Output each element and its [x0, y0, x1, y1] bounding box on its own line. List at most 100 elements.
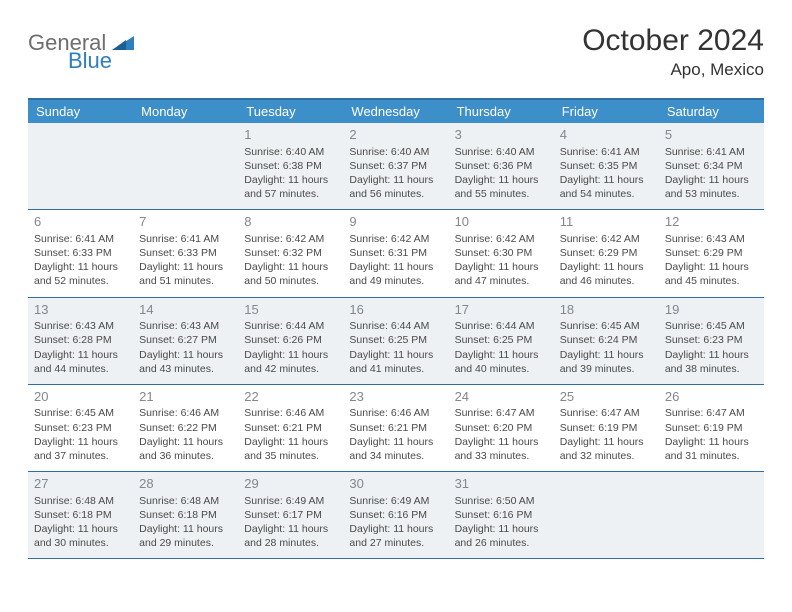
- sunset-text: Sunset: 6:31 PM: [349, 246, 442, 260]
- day-number: 13: [34, 302, 127, 318]
- sunrise-text: Sunrise: 6:50 AM: [455, 494, 548, 508]
- sunrise-text: Sunrise: 6:41 AM: [139, 232, 232, 246]
- sunrise-text: Sunrise: 6:42 AM: [455, 232, 548, 246]
- sunrise-text: Sunrise: 6:43 AM: [34, 319, 127, 333]
- sunrise-text: Sunrise: 6:43 AM: [139, 319, 232, 333]
- calendar-cell: 14Sunrise: 6:43 AMSunset: 6:27 PMDayligh…: [133, 298, 238, 384]
- calendar-cell: 6Sunrise: 6:41 AMSunset: 6:33 PMDaylight…: [28, 210, 133, 296]
- sunset-text: Sunset: 6:17 PM: [244, 508, 337, 522]
- sunrise-text: Sunrise: 6:46 AM: [244, 406, 337, 420]
- sunset-text: Sunset: 6:34 PM: [665, 159, 758, 173]
- calendar-cell: 27 Sunrise: 6:48 AMSunset: 6:18 PMDayligh…: [28, 472, 133, 558]
- daylight-text: Daylight: 11 hours and 35 minutes.: [244, 435, 337, 463]
- day-number: 5: [665, 127, 758, 143]
- calendar-cell: 11Sunrise: 6:42 AMSunset: 6:29 PMDayligh…: [554, 210, 659, 296]
- day-number: 22: [244, 389, 337, 405]
- day-number: 1: [244, 127, 337, 143]
- sunrise-text: Sunrise: 6:46 AM: [139, 406, 232, 420]
- day-number: 15: [244, 302, 337, 318]
- day-number: 25: [560, 389, 653, 405]
- day-number: 30: [349, 476, 442, 492]
- day-header-sat: Saturday: [659, 100, 764, 123]
- calendar-cell: 15Sunrise: 6:44 AMSunset: 6:26 PMDayligh…: [238, 298, 343, 384]
- sunset-text: Sunset: 6:16 PM: [349, 508, 442, 522]
- calendar-cell: 18Sunrise: 6:45 AMSunset: 6:24 PMDayligh…: [554, 298, 659, 384]
- week-row: 1Sunrise: 6:40 AMSunset: 6:38 PMDaylight…: [28, 123, 764, 210]
- day-number: 28: [139, 476, 232, 492]
- daylight-text: Daylight: 11 hours and 37 minutes.: [34, 435, 127, 463]
- sunrise-text: Sunrise: 6:45 AM: [560, 319, 653, 333]
- daylight-text: Daylight: 11 hours and 30 minutes.: [34, 522, 127, 550]
- day-number: 10: [455, 214, 548, 230]
- daylight-text: Daylight: 11 hours and 50 minutes.: [244, 260, 337, 288]
- calendar-cell: 4Sunrise: 6:41 AMSunset: 6:35 PMDaylight…: [554, 123, 659, 209]
- day-number: 18: [560, 302, 653, 318]
- day-number: 12: [665, 214, 758, 230]
- sunset-text: Sunset: 6:29 PM: [665, 246, 758, 260]
- calendar-cell: [659, 472, 764, 558]
- day-number: 7: [139, 214, 232, 230]
- daylight-text: Daylight: 11 hours and 44 minutes.: [34, 348, 127, 376]
- sunrise-text: Sunrise: 6:44 AM: [455, 319, 548, 333]
- sunrise-text: Sunrise: 6:44 AM: [349, 319, 442, 333]
- daylight-text: Daylight: 11 hours and 57 minutes.: [244, 173, 337, 201]
- calendar-cell: 20Sunrise: 6:45 AMSunset: 6:23 PMDayligh…: [28, 385, 133, 471]
- calendar-cell: [28, 123, 133, 209]
- calendar-cell: 12Sunrise: 6:43 AMSunset: 6:29 PMDayligh…: [659, 210, 764, 296]
- day-header-fri: Friday: [554, 100, 659, 123]
- title-block: October 2024 Apo, Mexico: [582, 24, 764, 80]
- day-number: 21: [139, 389, 232, 405]
- sunrise-text: Sunrise: 6:48 AM: [34, 494, 127, 508]
- day-header-row: Sunday Monday Tuesday Wednesday Thursday…: [28, 100, 764, 123]
- sunrise-text: Sunrise: 6:42 AM: [349, 232, 442, 246]
- sunrise-text: Sunrise: 6:40 AM: [349, 145, 442, 159]
- day-number: 4: [560, 127, 653, 143]
- sunset-text: Sunset: 6:28 PM: [34, 333, 127, 347]
- calendar-cell: 21Sunrise: 6:46 AMSunset: 6:22 PMDayligh…: [133, 385, 238, 471]
- day-number: 11: [560, 214, 653, 230]
- calendar-cell: 13Sunrise: 6:43 AMSunset: 6:28 PMDayligh…: [28, 298, 133, 384]
- weeks-container: 1Sunrise: 6:40 AMSunset: 6:38 PMDaylight…: [28, 123, 764, 559]
- daylight-text: Daylight: 11 hours and 56 minutes.: [349, 173, 442, 201]
- sunset-text: Sunset: 6:25 PM: [349, 333, 442, 347]
- calendar-cell: 17Sunrise: 6:44 AMSunset: 6:25 PMDayligh…: [449, 298, 554, 384]
- calendar-cell: 22Sunrise: 6:46 AMSunset: 6:21 PMDayligh…: [238, 385, 343, 471]
- day-number: 14: [139, 302, 232, 318]
- daylight-text: Daylight: 11 hours and 28 minutes.: [244, 522, 337, 550]
- day-number: 27: [34, 476, 127, 492]
- day-number: 26: [665, 389, 758, 405]
- sunrise-text: Sunrise: 6:46 AM: [349, 406, 442, 420]
- daylight-text: Daylight: 11 hours and 55 minutes.: [455, 173, 548, 201]
- calendar-cell: 31Sunrise: 6:50 AMSunset: 6:16 PMDayligh…: [449, 472, 554, 558]
- day-header-mon: Monday: [133, 100, 238, 123]
- week-row: 13Sunrise: 6:43 AMSunset: 6:28 PMDayligh…: [28, 298, 764, 385]
- sunset-text: Sunset: 6:18 PM: [34, 508, 127, 522]
- sunrise-text: Sunrise: 6:45 AM: [665, 319, 758, 333]
- logo-triangle-icon: [112, 32, 134, 55]
- daylight-text: Daylight: 11 hours and 46 minutes.: [560, 260, 653, 288]
- location: Apo, Mexico: [582, 60, 764, 80]
- day-number: 2: [349, 127, 442, 143]
- week-row: 6Sunrise: 6:41 AMSunset: 6:33 PMDaylight…: [28, 210, 764, 297]
- sunrise-text: Sunrise: 6:48 AM: [139, 494, 232, 508]
- calendar: Sunday Monday Tuesday Wednesday Thursday…: [28, 98, 764, 559]
- sunset-text: Sunset: 6:29 PM: [560, 246, 653, 260]
- sunset-text: Sunset: 6:21 PM: [244, 421, 337, 435]
- calendar-cell: 19Sunrise: 6:45 AMSunset: 6:23 PMDayligh…: [659, 298, 764, 384]
- calendar-cell: 10Sunrise: 6:42 AMSunset: 6:30 PMDayligh…: [449, 210, 554, 296]
- day-number: 17: [455, 302, 548, 318]
- daylight-text: Daylight: 11 hours and 40 minutes.: [455, 348, 548, 376]
- sunrise-text: Sunrise: 6:49 AM: [349, 494, 442, 508]
- sunset-text: Sunset: 6:23 PM: [665, 333, 758, 347]
- sunset-text: Sunset: 6:24 PM: [560, 333, 653, 347]
- sunrise-text: Sunrise: 6:41 AM: [560, 145, 653, 159]
- sunset-text: Sunset: 6:35 PM: [560, 159, 653, 173]
- daylight-text: Daylight: 11 hours and 53 minutes.: [665, 173, 758, 201]
- sunset-text: Sunset: 6:18 PM: [139, 508, 232, 522]
- day-number: 16: [349, 302, 442, 318]
- day-header-wed: Wednesday: [343, 100, 448, 123]
- calendar-cell: [133, 123, 238, 209]
- daylight-text: Daylight: 11 hours and 45 minutes.: [665, 260, 758, 288]
- daylight-text: Daylight: 11 hours and 41 minutes.: [349, 348, 442, 376]
- calendar-cell: [554, 472, 659, 558]
